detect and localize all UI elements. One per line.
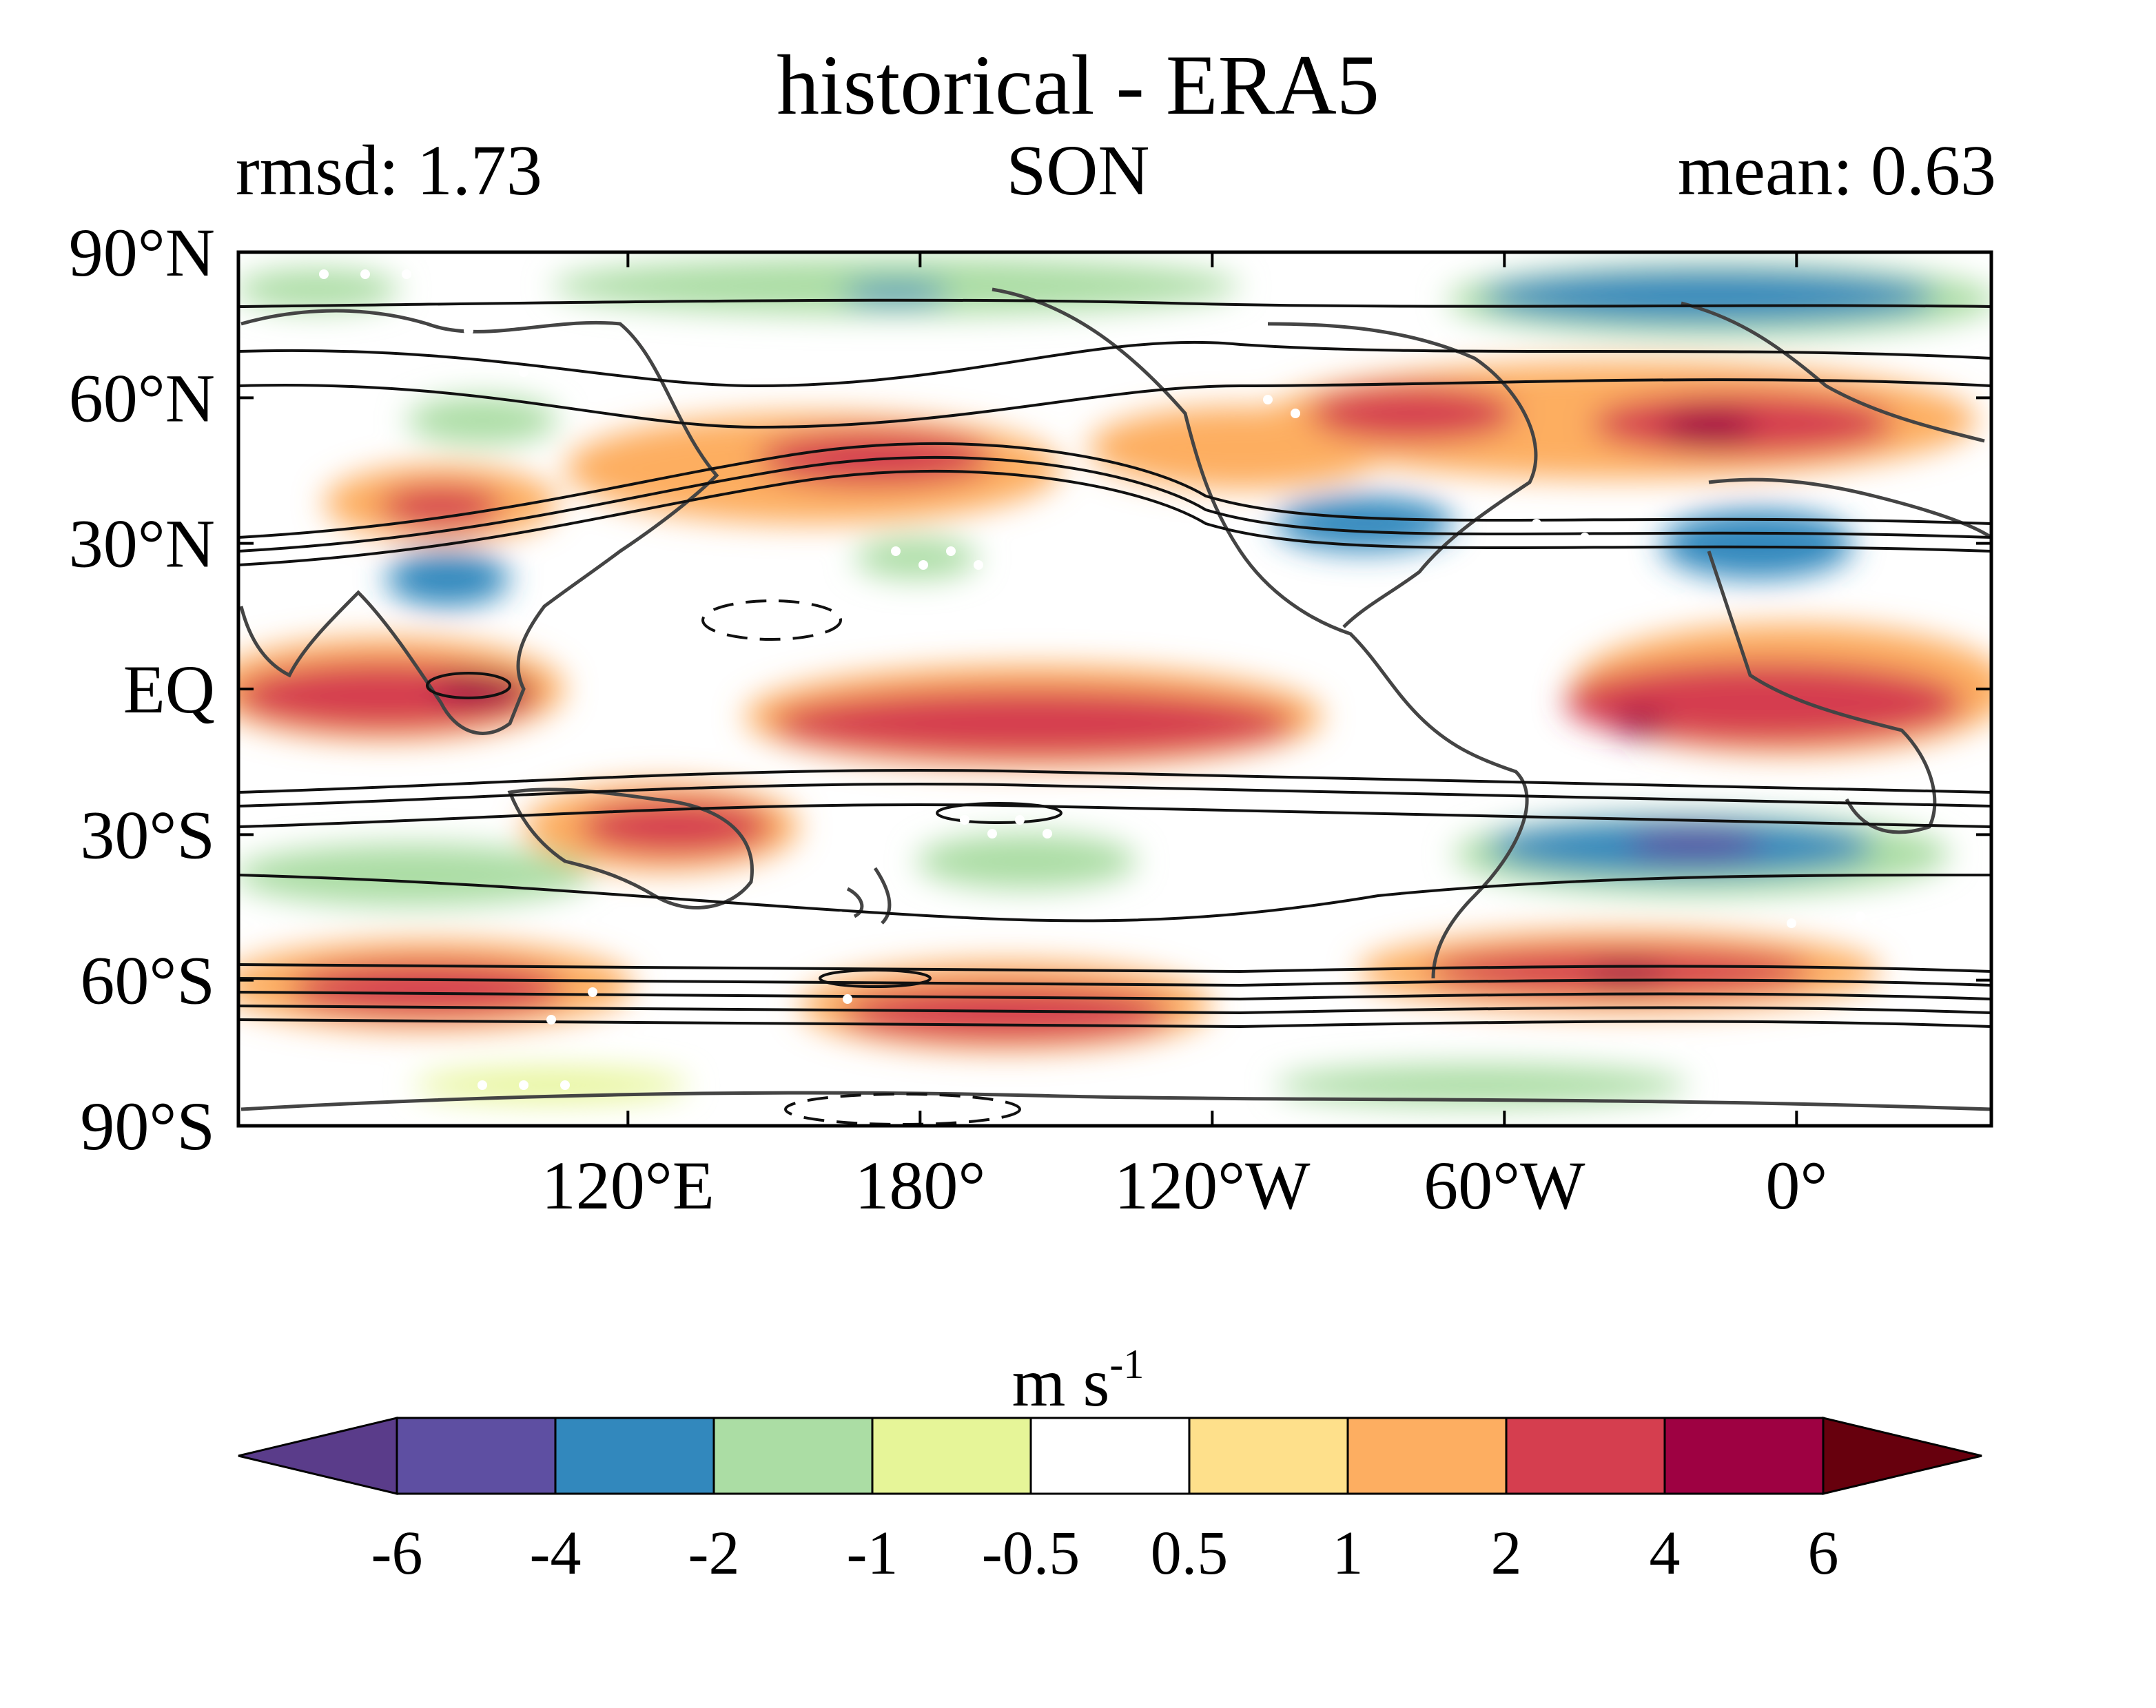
colorbar-tick-label: -6	[371, 1519, 423, 1587]
anomaly-field	[238, 252, 1991, 1126]
colorbar-units: m s-1	[1012, 1341, 1144, 1421]
colorbar-tick-label: -1	[847, 1519, 899, 1587]
figure-title: historical - ERA5	[777, 38, 1379, 132]
colorbar-segment	[871, 1417, 1032, 1495]
lat-tick-label: EQ	[123, 651, 215, 728]
lon-tick-label: 120°W	[1114, 1147, 1311, 1224]
lat-tick-label: 90°N	[69, 214, 215, 291]
colorbar: -6 -4 -2 -1 -0.5 0.5 1 2 4 6	[238, 1417, 1982, 1587]
colorbar-segment	[554, 1417, 715, 1495]
colorbar-segment	[1663, 1417, 1825, 1495]
colorbar-tick-label: 0.5	[1151, 1519, 1229, 1587]
mean-label: mean: 0.63	[1677, 131, 1996, 210]
colorbar-segment	[1505, 1417, 1666, 1495]
lat-tick-label: 30°S	[80, 796, 215, 873]
significance-dots	[319, 269, 1934, 1090]
colorbar-tick-label: -0.5	[982, 1519, 1080, 1587]
colorbar-segment	[1188, 1417, 1349, 1495]
longitude-axis: 120°E 180° 120°W 60°W 0°	[542, 252, 1827, 1224]
lat-tick-label: 60°S	[80, 943, 215, 1019]
colorbar-extend-low	[238, 1417, 398, 1495]
colorbar-tick-label: 6	[1808, 1519, 1839, 1587]
lat-tick-label: 60°N	[69, 360, 215, 436]
colorbar-segment	[1029, 1417, 1191, 1495]
colorbar-segment	[1346, 1417, 1508, 1495]
colorbar-tick-label: 1	[1333, 1519, 1364, 1587]
colorbar-tick-label: -2	[688, 1519, 740, 1587]
colorbar-extend-high	[1822, 1417, 1982, 1495]
climatology-contours	[238, 298, 1991, 1029]
lon-tick-label: 0°	[1765, 1147, 1827, 1224]
lon-tick-label: 180°	[854, 1147, 985, 1224]
colorbar-tick-label: 4	[1650, 1519, 1681, 1587]
negative-contours	[701, 599, 1021, 1126]
lat-tick-label: 30°N	[69, 506, 215, 582]
colorbar-segment	[396, 1417, 557, 1495]
latitude-axis: 90°N 60°N 30°N EQ 30°S 60°S 90°S	[69, 214, 1991, 1164]
colorbar-segment	[712, 1417, 874, 1495]
season-label: SON	[1006, 131, 1150, 210]
coastlines	[239, 287, 1991, 1111]
rmsd-label: rmsd: 1.73	[236, 131, 542, 210]
lon-tick-label: 120°E	[542, 1147, 715, 1224]
lat-tick-label: 90°S	[80, 1088, 215, 1164]
lon-tick-label: 60°W	[1424, 1147, 1585, 1224]
colorbar-tick-label: -4	[530, 1519, 582, 1587]
colorbar-tick-label: 2	[1491, 1519, 1522, 1587]
